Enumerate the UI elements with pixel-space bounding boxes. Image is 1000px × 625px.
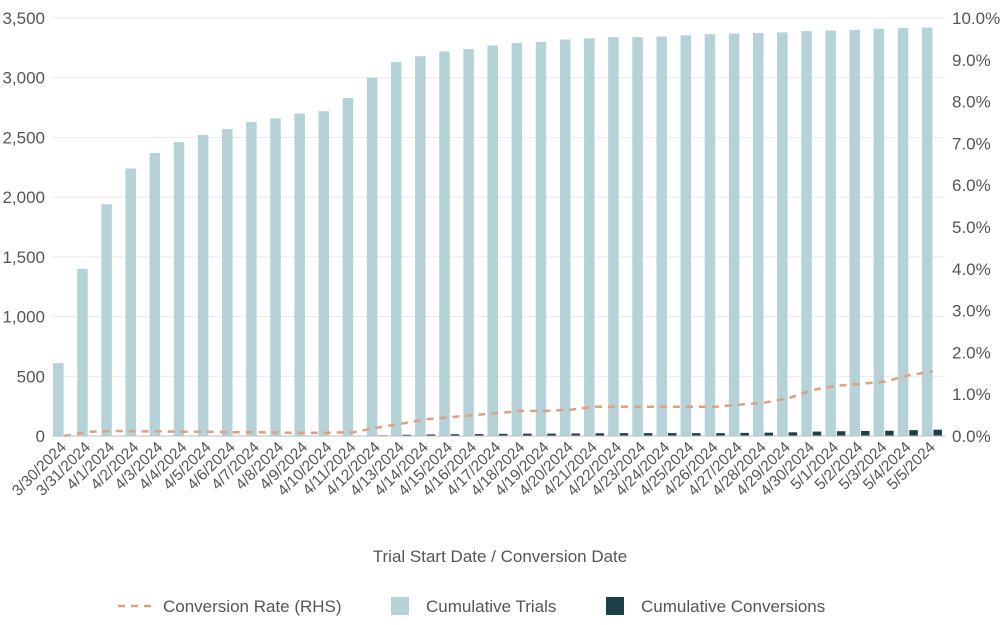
right-axis-tick-label: 5.0% (952, 218, 991, 237)
legend-swatch-cumulative-conversions (606, 597, 624, 615)
right-axis-tick-label: 9.0% (952, 51, 991, 70)
cumulative-conversions-bar (523, 433, 532, 436)
left-axis-tick-label: 0 (36, 427, 45, 446)
cumulative-conversions-bar (692, 433, 701, 436)
cumulative-trials-bar (849, 29, 861, 436)
right-axis-tick-label: 3.0% (952, 302, 991, 321)
cumulative-trials-bar (125, 168, 136, 437)
cumulative-conversions-bar (812, 431, 822, 436)
right-axis-tick-label: 8.0% (952, 93, 991, 112)
cumulative-trials-bar (825, 30, 836, 436)
cumulative-conversions-bar (619, 433, 629, 436)
legend-label-cumulative-trials: Cumulative Trials (426, 597, 556, 616)
cumulative-trials-bar (535, 41, 547, 437)
right-axis-tick-label: 7.0% (952, 134, 991, 153)
cumulative-conversions-bar (499, 433, 508, 436)
cumulative-trials-bar (173, 142, 185, 436)
legend-label-cumulative-conversions: Cumulative Conversions (641, 597, 825, 616)
cumulative-trials-bar (463, 49, 474, 437)
cumulative-trials-bar (704, 34, 716, 436)
right-axis-tick-label: 2.0% (952, 343, 991, 362)
conversion-rate-line (63, 369, 934, 438)
cumulative-trials-bar (777, 32, 788, 437)
cumulative-conversions-bar (402, 434, 411, 436)
left-axis-ticks: 0 500 1,000 1,500 2,000 2,500 3,000 3,500 (2, 9, 45, 446)
cumulative-conversions-bar (667, 433, 677, 436)
cumulative-trials-bar (197, 135, 209, 437)
cumulative-trials-bar (390, 62, 402, 437)
left-axis-tick-label: 2,500 (2, 128, 45, 147)
cumulative-conversions-bar (474, 434, 484, 436)
cumulative-trials-bar (294, 113, 305, 437)
cumulative-conversions-bar (885, 430, 894, 436)
cumulative-conversions-bar (643, 433, 653, 436)
left-axis-tick-label: 1,500 (2, 248, 45, 267)
cumulative-trials-bar (921, 27, 933, 436)
cumulative-trials-bar (632, 37, 643, 436)
left-axis-tick-label: 3,500 (2, 9, 45, 28)
legend-label-conversion-rate: Conversion Rate (RHS) (163, 597, 342, 616)
cumulative-trials-bar (101, 204, 112, 436)
cumulative-trials-bar (366, 77, 378, 436)
legend-swatch-cumulative-trials (391, 597, 409, 615)
cumulative-trials-bar (342, 98, 354, 436)
cumulative-conversions-bar (764, 432, 773, 436)
right-axis-tick-label: 1.0% (952, 385, 991, 404)
cumulative-conversions-bar (909, 430, 918, 436)
cumulative-trials-bar (752, 32, 764, 437)
cumulative-trials-bar (559, 39, 571, 437)
cumulative-trials-bar (270, 118, 281, 436)
cumulative-conversions-bar (788, 432, 798, 436)
left-axis-tick-label: 2,000 (2, 188, 45, 207)
cumulative-trials-bar (77, 268, 88, 436)
cumulative-trials-bar (487, 45, 498, 437)
cumulative-conversions-bar (740, 432, 749, 436)
left-axis-tick-label: 500 (17, 367, 45, 386)
cumulative-trials-bar (608, 37, 619, 436)
cumulative-trials-bar (511, 43, 523, 436)
legend: Conversion Rate (RHS) Cumulative Trials Cu… (118, 597, 825, 616)
x-axis-title: Trial Start Date / Conversion Date (373, 547, 627, 566)
cumulative-trials-bar (318, 111, 330, 436)
cumulative-trials-bar (439, 51, 450, 436)
cumulative-trials-bar (801, 31, 812, 436)
cumulative-trials-bar (873, 28, 885, 437)
cumulative-conversions-bar (836, 431, 846, 436)
cumulative-conversions-bar (595, 433, 605, 436)
left-axis-tick-label: 1,000 (2, 308, 45, 327)
right-axis-tick-label: 4.0% (952, 260, 991, 279)
cumulative-trials-bar (415, 56, 426, 437)
right-axis-tick-label: 0.0% (952, 427, 991, 446)
cumulative-conversions-bar (547, 433, 556, 436)
cumulative-trials-bar (728, 33, 740, 436)
cumulative-conversions-bar (933, 429, 942, 436)
cumulative-trials-bar (53, 363, 64, 436)
conversion-rate-line-group (63, 369, 934, 438)
cumulative-conversions-bar (716, 433, 725, 436)
cumulative-trials-bar (897, 28, 909, 436)
cumulative-trials-bar (149, 152, 161, 436)
cumulative-conversions-bar (426, 434, 436, 436)
cumulative-trials-bar (222, 129, 233, 436)
cumulative-trials-bar (656, 36, 667, 437)
cumulative-trials-bar (246, 121, 257, 436)
right-axis-tick-label: 6.0% (952, 176, 991, 195)
cumulative-conversions-bar (571, 433, 580, 436)
cumulative-conversions-bar (861, 430, 870, 436)
bars (53, 27, 942, 437)
left-axis-tick-label: 3,000 (2, 69, 45, 88)
cumulative-conversions-bar (450, 434, 460, 436)
right-axis-tick-label: 10.0% (952, 9, 1000, 28)
x-axis-ticks: 3/30/20243/31/20244/1/20244/2/20244/3/20… (9, 439, 939, 500)
cumulative-trials-bar (680, 35, 692, 437)
right-axis-ticks: 0.0% 1.0% 2.0% 3.0% 4.0% 5.0% 6.0% 7.0% 8.0% 9.0%… (952, 9, 1000, 446)
cumulative-trials-bar (584, 38, 595, 436)
